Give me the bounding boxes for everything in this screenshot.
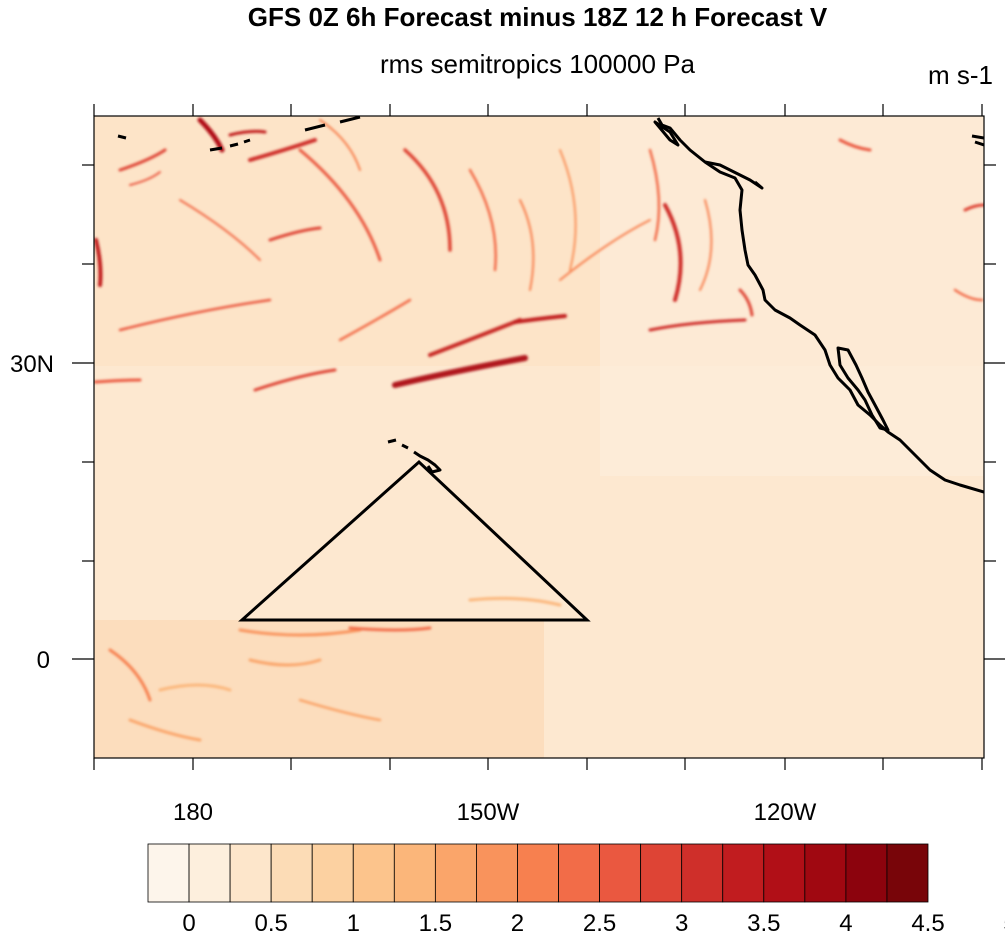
- colorbar-swatch: [681, 843, 724, 903]
- colorbar-swatch: [434, 843, 477, 903]
- y-tick-label-0: 0: [37, 647, 50, 674]
- colorbar-swatch: [558, 843, 600, 903]
- colorbar-label: 3.5: [747, 910, 780, 937]
- x-tick-label-180: 180: [173, 799, 213, 826]
- colorbar-swatch: [886, 843, 929, 903]
- colorbar-labels: 0 0.5 1 1.5 2 2.5 3 3.5 4 4.5 5: [182, 910, 1005, 937]
- y-tick-label-30n: 30N: [10, 351, 54, 378]
- plot-frame: [93, 115, 985, 759]
- colorbar-swatch: [640, 843, 683, 903]
- east-island: [971, 134, 984, 147]
- colorbar-swatch: [517, 843, 559, 903]
- colorbar-label: 2.5: [583, 910, 616, 937]
- field-streaks: [94, 116, 984, 758]
- colorbar-swatch: [599, 843, 642, 903]
- north-america-coast: [656, 117, 984, 494]
- colorbar-swatch: [270, 843, 313, 903]
- vancouver-island: [653, 120, 680, 147]
- x-tick-label-150w: 150W: [457, 799, 520, 826]
- colorbar-swatch: [352, 843, 395, 903]
- axis-ticks: [72, 104, 1005, 770]
- triangle-region: [238, 459, 591, 622]
- colorbar-swatch: [722, 843, 765, 903]
- aleutian-1: [117, 134, 127, 140]
- colorbar-swatch: [311, 843, 354, 903]
- colorbar-swatch: [147, 843, 190, 903]
- colorbar-swatch: [845, 843, 888, 903]
- coastlines: [117, 116, 984, 494]
- colorbar-label: 0: [182, 910, 195, 937]
- hawaii-islands: [387, 438, 442, 474]
- x-tick-label-120w: 120W: [754, 799, 817, 826]
- baja-california: [836, 346, 890, 432]
- colorbar-label: 1: [347, 910, 360, 937]
- colorbar-swatch: [476, 843, 518, 903]
- colorbar-swatch: [229, 843, 272, 903]
- colorbar-swatch: [763, 843, 806, 903]
- colorbar-label: 4: [839, 910, 852, 937]
- figure-subtitle: rms semitropics 100000 Pa: [379, 49, 696, 79]
- colorbar-swatch: [393, 843, 436, 903]
- figure-title: GFS 0Z 6h Forecast minus 18Z 12 h Foreca…: [247, 2, 828, 32]
- units-label: m s-1: [928, 60, 993, 90]
- colorbar-swatch: [804, 843, 847, 903]
- colorbar-label: 4.5: [911, 910, 944, 937]
- aleutian-2: [209, 116, 361, 152]
- colorbar-label: 1.5: [419, 910, 452, 937]
- coast-bay: [704, 160, 764, 190]
- colorbar-swatch: [188, 843, 231, 903]
- colorbar-label: 2: [511, 910, 524, 937]
- colorbar-label: 5: [1003, 910, 1005, 937]
- colorbar: [147, 843, 929, 903]
- colorbar-label: 3: [675, 910, 688, 937]
- colorbar-label: 0.5: [254, 910, 287, 937]
